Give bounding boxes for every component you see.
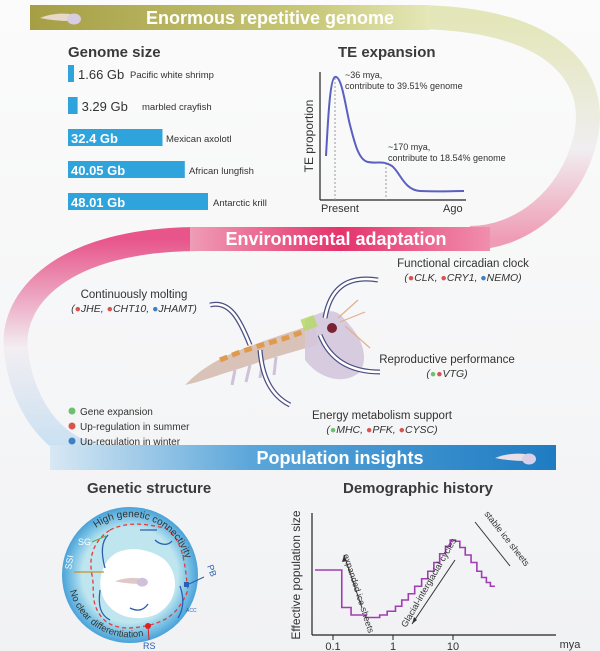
- current-arrows: [98, 529, 184, 621]
- genetic-structure-title: Genetic structure: [87, 480, 211, 497]
- banner-population-title: Population insights: [257, 448, 424, 468]
- genome-bar: [68, 97, 78, 114]
- te-ylabel: TE proportion: [302, 100, 316, 173]
- species-label: marbled crayfish: [142, 102, 212, 113]
- gene-name: CHT10: [113, 303, 146, 315]
- label-stable-ice: stable ice sheets: [482, 509, 531, 568]
- label-glacial-cycles: Glacial-interglacial cycles: [399, 536, 458, 629]
- ne-x-tick-label: 0.1: [325, 641, 340, 651]
- genome-size-bars: 1.66 Gb Pacific white shrimp 3.29 Gb marble…: [68, 65, 267, 210]
- gene-marker-up_summer: ●: [440, 272, 446, 284]
- genome-size-title: Genome size: [68, 44, 161, 61]
- ne-x-tick-label: 10: [447, 641, 459, 651]
- legend-up-summer: Up-regulation in summer: [80, 422, 190, 433]
- arrow-stable: [474, 521, 511, 567]
- gene-name: VTG: [443, 368, 465, 380]
- legend-up-summer-dot: [68, 422, 76, 430]
- gene-name: CLK: [414, 272, 435, 284]
- ribbon-genome-to-adaptation: [409, 5, 600, 250]
- rs-link: [147, 625, 150, 641]
- ne-x-tick-label: 1: [390, 641, 396, 651]
- reproductive-title: Reproductive performance: [379, 354, 515, 366]
- gene-marker-up_winter: ●: [480, 272, 486, 284]
- genome-bar-value: 3.29 Gb: [82, 99, 128, 114]
- molting-title: Continuously molting: [81, 289, 188, 301]
- krill-icon: [40, 13, 81, 25]
- gene-marker-up_summer: ●: [107, 303, 113, 315]
- genome-bar-value: 40.05 Gb: [71, 163, 125, 178]
- ribbon-adaptation-to-population: [3, 227, 201, 469]
- te-peak1-line2: contribute to 39.51% genome: [345, 81, 463, 91]
- ne-x-unit: mya: [560, 639, 582, 651]
- gene-name: NEMO: [487, 272, 519, 284]
- genome-bar: [68, 129, 163, 146]
- te-peak2-line1: ~170 mya,: [388, 142, 430, 152]
- banner-genome-title: Enormous repetitive genome: [146, 8, 394, 28]
- banner-genome: [30, 5, 430, 30]
- circadian-genes: (●CLK, ●CRY1, ●NEMO): [404, 272, 521, 284]
- site-pb: PB: [205, 563, 219, 578]
- arrow-glacial: [411, 559, 456, 625]
- genome-bar-value: 48.01 Gb: [71, 195, 125, 210]
- krill-icon: [115, 577, 148, 587]
- reproductive-genes: (●●VTG): [426, 368, 467, 380]
- energy-title: Energy metabolism support: [312, 410, 453, 422]
- site-ssi: SSI: [63, 554, 75, 570]
- te-x-ago: Ago: [443, 203, 463, 215]
- sg-link: [91, 535, 107, 543]
- species-label: Antarctic krill: [213, 198, 267, 209]
- energy-genes: (●MHC, ●PFK, ●CYSC): [326, 424, 437, 436]
- species-label: Pacific white shrimp: [130, 70, 214, 81]
- gene-name: JHAMT: [157, 303, 195, 315]
- ne-step-curve: [314, 539, 495, 619]
- gene-name: CRY1: [447, 272, 475, 284]
- genome-bar: [68, 193, 208, 210]
- label-expanded-ice: expanded ice sheets: [341, 553, 376, 635]
- circadian-title: Functional circadian clock: [397, 258, 529, 270]
- genome-bar: [68, 161, 185, 178]
- legend-gene-expansion: Gene expansion: [80, 407, 153, 418]
- gene-marker-up_summer: ●: [75, 303, 81, 315]
- gene-marker-up_summer: ●: [436, 368, 442, 380]
- current-acc: ACC: [186, 608, 197, 614]
- species-label: Mexican axolotl: [166, 134, 231, 145]
- gene-name: CYSC: [405, 424, 435, 436]
- te-expansion-title: TE expansion: [338, 44, 436, 61]
- site-sg: SG: [78, 537, 91, 547]
- gene-name: PFK: [372, 424, 393, 436]
- genome-bar-value: 1.66 Gb: [78, 67, 124, 82]
- krill-icon: [495, 453, 536, 465]
- te-peak2-line2: contribute to 18.54% genome: [388, 153, 506, 163]
- site-rs: RS: [143, 641, 156, 651]
- te-peak1-line1: ~36 mya,: [345, 70, 382, 80]
- banner-adaptation-title: Environmental adaptation: [225, 229, 446, 249]
- gene-marker-gene_expansion: ●: [430, 368, 436, 380]
- arrow-expanded: [343, 554, 363, 609]
- genome-bar: [68, 65, 74, 82]
- pb-marker: [184, 582, 189, 587]
- species-label: African lungfish: [189, 166, 254, 177]
- gene-name: MHC: [336, 424, 360, 436]
- pb-link: [188, 576, 205, 585]
- demographic-history-title: Demographic history: [343, 480, 494, 497]
- gene-marker-up_summer: ●: [399, 424, 405, 436]
- legend-up-winter: Up-regulation in winter: [80, 437, 181, 448]
- gene-marker-up_winter: ●: [152, 303, 158, 315]
- gene-marker-up_summer: ●: [408, 272, 414, 284]
- legend-up-winter-dot: [68, 437, 76, 445]
- antarctic-krill-illustration: [185, 299, 371, 386]
- gene-marker-gene_expansion: ●: [330, 424, 336, 436]
- banner-adaptation: [190, 227, 490, 251]
- te-x-present: Present: [321, 203, 359, 215]
- ne-ylabel: Effective population size: [289, 510, 303, 640]
- gene-marker-up_summer: ●: [366, 424, 372, 436]
- legend-gene-expansion-dot: [68, 407, 76, 415]
- banner-population: [50, 445, 556, 470]
- gene-name: JHE: [80, 303, 102, 315]
- te-curve: [325, 76, 465, 193]
- genome-bar-value: 32.4 Gb: [71, 131, 118, 146]
- molting-genes: (●JHE, ●CHT10, ●JHAMT): [71, 303, 197, 315]
